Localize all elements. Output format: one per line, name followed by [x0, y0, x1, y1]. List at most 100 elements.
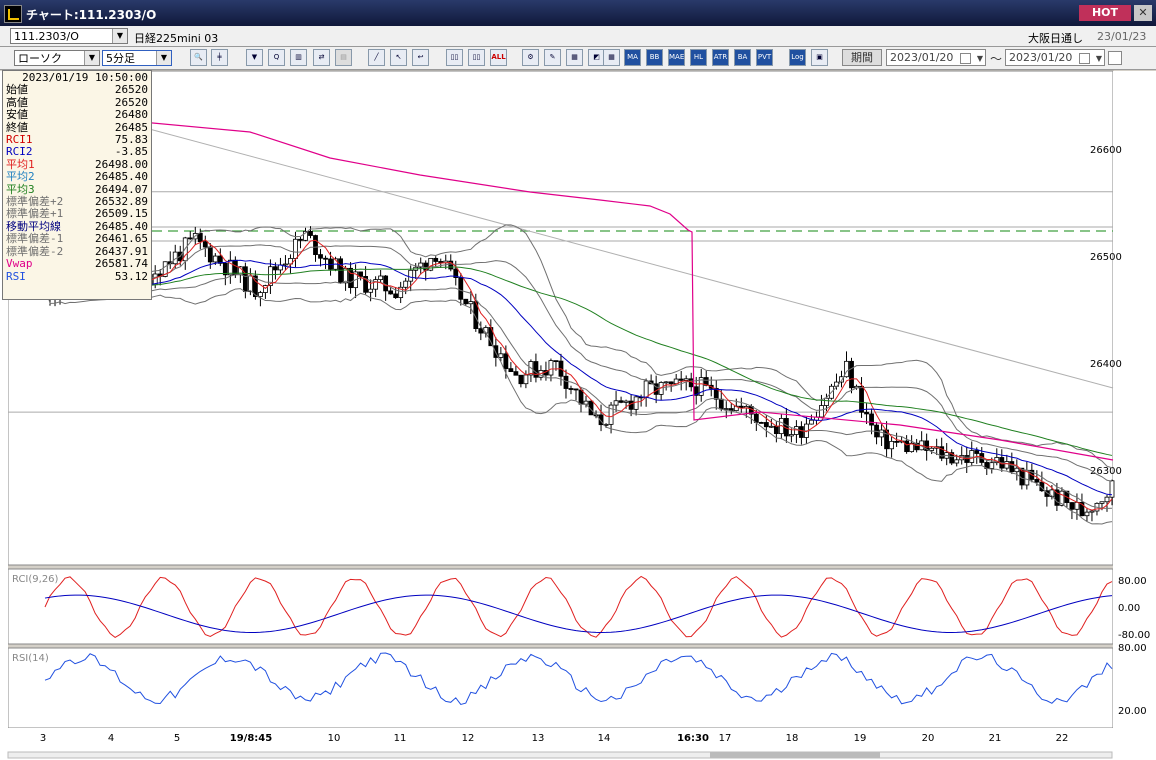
search-tool-icon[interactable]: Q	[268, 49, 285, 66]
calendar-icon[interactable]	[960, 53, 971, 64]
time-tick-label: 4	[108, 733, 114, 744]
candle-body	[187, 237, 193, 240]
chevron-down-icon[interactable]: ▼	[84, 51, 99, 65]
candle-a-icon[interactable]: ▯▯	[446, 49, 463, 66]
chevron-down-icon[interactable]: ▼	[112, 29, 127, 43]
date-range-separator: 〜	[990, 52, 1003, 66]
rsi-line	[44, 652, 1113, 706]
candle-b-icon[interactable]: ▯▯	[468, 49, 485, 66]
chart-type-select[interactable]: ローソク ▼	[14, 50, 100, 66]
settings-icon[interactable]: ⚙	[522, 49, 539, 66]
log-button[interactable]: Log	[789, 49, 806, 66]
candle-body	[563, 375, 569, 389]
info-label: 標準偏差-1	[6, 232, 64, 246]
candle-body	[914, 442, 920, 451]
candle-body	[1104, 496, 1110, 503]
rsi-panel	[7, 647, 1114, 729]
rci2-line	[44, 594, 1113, 633]
interval-value: 5分足	[106, 52, 135, 65]
pvt-button[interactable]: PVT	[756, 49, 773, 66]
range-checkbox[interactable]	[1108, 51, 1122, 65]
candle-body	[252, 275, 258, 298]
info-label: 標準偏差+1	[6, 207, 64, 221]
info-row: 始値 26520	[6, 83, 148, 97]
symbol-select[interactable]: 111.2303/O ▼	[10, 28, 128, 44]
candle-body	[258, 292, 263, 298]
info-label: RSI	[6, 269, 26, 283]
time-tick-label: 17	[719, 733, 732, 744]
candle-body	[363, 276, 369, 293]
candle-body	[1079, 501, 1085, 517]
hot-button[interactable]: HOT	[1079, 5, 1131, 21]
ind-icon[interactable]: ▦	[603, 49, 620, 66]
ba-button[interactable]: BA	[734, 49, 751, 66]
chevron-down-icon[interactable]: ▼	[156, 51, 171, 65]
chevron-down-icon[interactable]: ▼	[1095, 54, 1102, 63]
candle-body	[323, 257, 328, 260]
candle-body	[242, 266, 248, 292]
info-value: 26581.74	[95, 257, 148, 271]
candle-body	[859, 385, 864, 413]
info-label: RCI2	[6, 145, 33, 159]
date-to-input[interactable]: 2023/01/20 ▼	[1005, 49, 1105, 66]
rsi-title: RSI(14)	[12, 653, 49, 664]
info-row: 平均1 26498.00	[6, 158, 148, 171]
info-value: 26520	[114, 95, 148, 109]
ma-button[interactable]: MA	[624, 49, 641, 66]
zoom-icon[interactable]: 🔍	[190, 49, 207, 66]
all-button[interactable]: ALL	[490, 49, 507, 66]
info-value: -3.85	[114, 145, 148, 159]
candle-body	[668, 381, 674, 385]
candle-body	[718, 398, 724, 410]
info-value: 26520	[114, 83, 148, 97]
hl-button[interactable]: HL	[690, 49, 707, 66]
price-axis-bg	[1113, 71, 1156, 728]
candle-body	[939, 446, 945, 459]
candle-body	[428, 257, 434, 271]
chart-area[interactable]: 26600 26500 26400 26300 80.00 0.00 -80.00 RCI(9…	[0, 70, 1156, 760]
info-value: 26461.65	[95, 232, 148, 246]
bb-button[interactable]: BB	[646, 49, 663, 66]
candle-body	[974, 450, 980, 454]
atr-button[interactable]: ATR	[712, 49, 729, 66]
cursor-icon[interactable]: ↖	[390, 49, 407, 66]
close-button[interactable]: ✕	[1134, 5, 1152, 21]
chart-icon[interactable]: ▥	[290, 49, 307, 66]
time-tick-label: 16:30	[677, 733, 709, 744]
candle-body	[232, 259, 238, 276]
calendar-icon[interactable]	[1079, 53, 1090, 64]
candle-body	[293, 238, 298, 259]
session-date: 23/01/23	[1097, 30, 1147, 43]
info-value: 26485.40	[95, 219, 148, 233]
candle-body	[283, 263, 288, 266]
chevron-down-icon[interactable]: ▼	[976, 54, 983, 63]
time-tick-label: 14	[598, 733, 611, 744]
candle-body	[568, 388, 574, 390]
mae-button[interactable]: MAE	[668, 49, 685, 66]
info-row: RCI1 75.83	[6, 133, 148, 146]
time-tick-label: 19/8:45	[230, 733, 272, 744]
bollinger-lower2-line	[44, 285, 1113, 525]
candle-body	[894, 440, 899, 443]
period-button[interactable]: 期間	[842, 49, 882, 66]
candle-body	[338, 258, 343, 284]
split-icon[interactable]: ▣	[811, 49, 828, 66]
time-tick-label: 21	[989, 733, 1002, 744]
candle-body	[468, 301, 474, 305]
pen-icon[interactable]: ✎	[544, 49, 561, 66]
window-title: チャート:111.2303/O	[26, 8, 157, 22]
rsi-tick-label: 80.00	[1118, 643, 1147, 654]
order-icon[interactable]: ▼	[246, 49, 263, 66]
info-value: 26437.91	[95, 244, 148, 258]
bar-width-icon[interactable]: ╪	[211, 49, 228, 66]
trade-icon[interactable]: ⇄	[313, 49, 330, 66]
trendline-icon[interactable]: ╱	[368, 49, 385, 66]
scrollbar-thumb	[710, 752, 880, 758]
grey-tool-icon[interactable]: ▤	[335, 49, 352, 66]
candle-body	[308, 230, 313, 236]
interval-select[interactable]: 5分足 ▼	[102, 50, 172, 66]
arrow-icon[interactable]: ↩	[412, 49, 429, 66]
date-from-input[interactable]: 2023/01/20 ▼	[886, 49, 986, 66]
candle-body	[773, 425, 779, 435]
palette-icon[interactable]: ▦	[566, 49, 583, 66]
